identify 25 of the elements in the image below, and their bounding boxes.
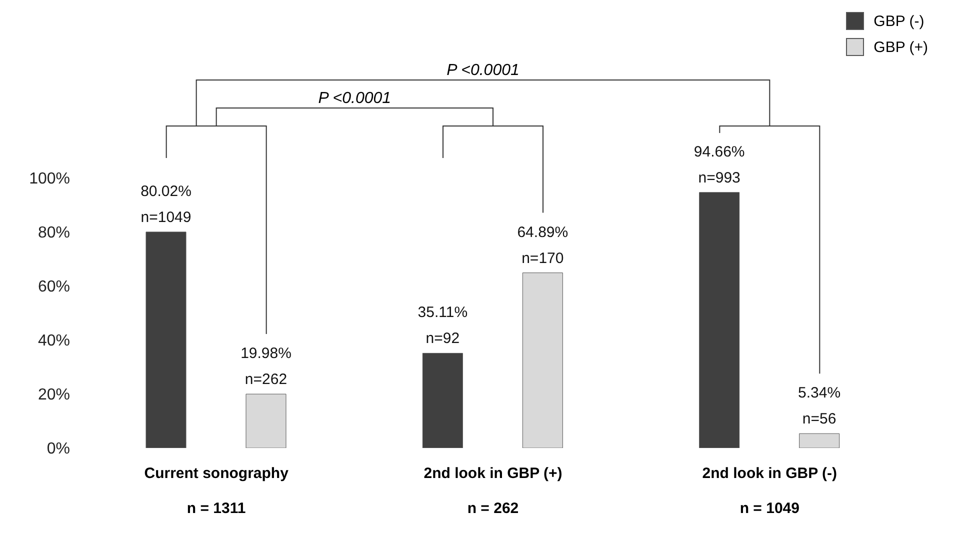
bar — [522, 272, 563, 448]
data-label: 35.11% n=92 — [418, 304, 468, 348]
y-tick-label: 60% — [38, 278, 70, 296]
bar — [422, 352, 463, 448]
text: P <0.0001 — [446, 62, 520, 79]
category-label: 2nd look in GBP (+) n = 262 — [424, 465, 562, 517]
text: P <0.0001 — [318, 90, 392, 107]
category-label: Current sonography n = 1311 — [144, 465, 288, 517]
data-label: 5.34% n=56 — [798, 384, 841, 428]
y-tick-label: 0% — [46, 440, 70, 458]
data-label: 19.98% n=262 — [240, 345, 292, 388]
bar — [699, 192, 740, 448]
data-label: 64.89% n=170 — [517, 224, 568, 267]
data-label: 80.02% n=1049 — [140, 182, 192, 226]
y-tick-label: 20% — [38, 386, 70, 404]
y-tick-label: 100% — [29, 170, 70, 188]
bar — [246, 394, 286, 448]
data-label: 94.66% n=993 — [694, 143, 745, 186]
legend-label: GBP (-) — [874, 12, 924, 30]
y-tick-label: 40% — [38, 332, 70, 350]
y-tick-label: 80% — [38, 224, 70, 242]
bar — [799, 433, 840, 448]
bar — [146, 232, 186, 448]
category-label: 2nd look in GBP (-) n = 1049 — [702, 465, 838, 517]
legend-label: GBP (+) — [874, 38, 928, 56]
